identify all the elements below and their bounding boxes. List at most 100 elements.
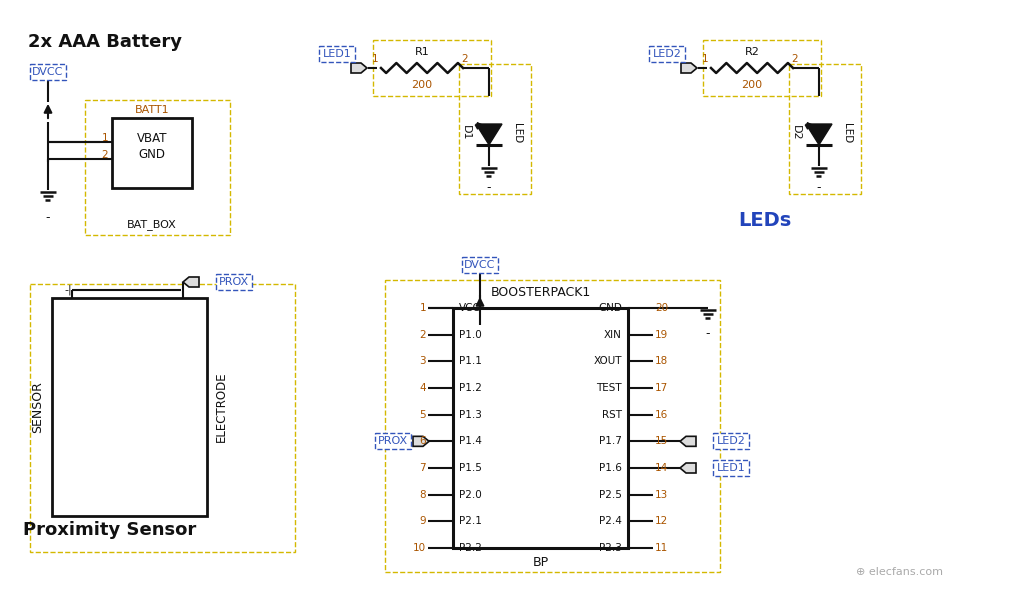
- Text: XOUT: XOUT: [593, 356, 622, 367]
- Text: 200: 200: [411, 80, 433, 90]
- Text: 9: 9: [419, 516, 426, 526]
- Text: P1.7: P1.7: [600, 436, 622, 446]
- Polygon shape: [351, 63, 367, 73]
- Polygon shape: [680, 436, 696, 446]
- Polygon shape: [680, 463, 696, 473]
- Bar: [453, 308, 628, 548]
- Text: BP: BP: [532, 556, 549, 570]
- Text: BOOSTERPACK1: BOOSTERPACK1: [491, 286, 590, 300]
- Text: P1.6: P1.6: [600, 463, 622, 473]
- Text: Proximity Sensor: Proximity Sensor: [23, 521, 196, 539]
- Text: 17: 17: [655, 383, 668, 393]
- Text: BAT_BOX: BAT_BOX: [127, 219, 177, 231]
- Bar: [52, 298, 207, 516]
- Bar: [713, 460, 749, 476]
- Text: P1.5: P1.5: [459, 463, 482, 473]
- Text: -: -: [487, 181, 492, 194]
- Bar: [462, 257, 498, 273]
- Bar: [385, 280, 720, 572]
- Bar: [789, 64, 861, 194]
- Text: BATT1: BATT1: [134, 105, 169, 115]
- Text: 16: 16: [655, 410, 668, 420]
- Text: 1: 1: [372, 54, 379, 64]
- Text: LED: LED: [842, 123, 852, 143]
- Text: 3: 3: [419, 356, 426, 367]
- Text: P2.2: P2.2: [459, 543, 482, 553]
- Bar: [649, 46, 685, 62]
- Text: XIN: XIN: [604, 330, 622, 339]
- Bar: [713, 433, 749, 449]
- Bar: [84, 100, 230, 235]
- Bar: [373, 40, 491, 96]
- Text: 1: 1: [419, 303, 426, 313]
- Text: 14: 14: [655, 463, 668, 473]
- Text: 4: 4: [419, 383, 426, 393]
- Text: LED1: LED1: [717, 463, 745, 473]
- Text: 6: 6: [419, 436, 426, 446]
- Text: 1: 1: [102, 133, 108, 143]
- Text: P2.1: P2.1: [459, 516, 482, 526]
- Polygon shape: [413, 436, 429, 446]
- Text: RST: RST: [602, 410, 622, 420]
- Text: ELECTRODE: ELECTRODE: [215, 371, 227, 442]
- Text: -|: -|: [64, 284, 71, 295]
- Text: 5: 5: [419, 410, 426, 420]
- Text: LED2: LED2: [717, 436, 745, 446]
- Bar: [30, 284, 295, 552]
- Text: P1.1: P1.1: [459, 356, 482, 367]
- Bar: [459, 64, 531, 194]
- Text: TEST: TEST: [597, 383, 622, 393]
- Text: P1.0: P1.0: [459, 330, 482, 339]
- Polygon shape: [681, 63, 697, 73]
- Text: 13: 13: [655, 490, 668, 500]
- Text: 2x AAA Battery: 2x AAA Battery: [29, 33, 182, 51]
- Text: -: -: [705, 327, 711, 341]
- Bar: [319, 46, 355, 62]
- Bar: [216, 274, 252, 290]
- Text: LED1: LED1: [323, 49, 351, 59]
- Text: 2: 2: [419, 330, 426, 339]
- Text: 12: 12: [655, 516, 668, 526]
- Text: ⊕ elecfans.com: ⊕ elecfans.com: [856, 567, 944, 577]
- Text: R1: R1: [414, 47, 430, 57]
- Polygon shape: [183, 277, 199, 287]
- Text: P2.3: P2.3: [600, 543, 622, 553]
- Text: GND: GND: [599, 303, 622, 313]
- Text: 10: 10: [413, 543, 426, 553]
- Polygon shape: [476, 124, 502, 145]
- Text: LEDs: LEDs: [738, 211, 792, 230]
- Text: 7: 7: [419, 463, 426, 473]
- Text: D2: D2: [791, 125, 801, 141]
- Text: 8: 8: [419, 490, 426, 500]
- Text: 1: 1: [701, 54, 709, 64]
- Text: 20: 20: [655, 303, 668, 313]
- Text: VBAT: VBAT: [136, 132, 167, 144]
- Text: 19: 19: [655, 330, 668, 339]
- Polygon shape: [806, 124, 832, 145]
- Text: 2: 2: [462, 54, 468, 64]
- Text: GND: GND: [138, 149, 166, 161]
- Text: VCC: VCC: [459, 303, 480, 313]
- Text: P1.2: P1.2: [459, 383, 482, 393]
- Text: 2: 2: [102, 150, 108, 160]
- Text: P1.3: P1.3: [459, 410, 482, 420]
- Bar: [112, 118, 192, 188]
- Text: P2.5: P2.5: [600, 490, 622, 500]
- Text: R2: R2: [744, 47, 759, 57]
- Text: 200: 200: [741, 80, 762, 90]
- Bar: [30, 64, 66, 80]
- Text: DVCC: DVCC: [33, 67, 64, 77]
- Text: D1: D1: [461, 125, 471, 141]
- Text: 15: 15: [655, 436, 668, 446]
- Text: 18: 18: [655, 356, 668, 367]
- Text: -: -: [816, 181, 822, 194]
- Text: PROX: PROX: [219, 277, 249, 287]
- Text: P2.4: P2.4: [600, 516, 622, 526]
- Bar: [703, 40, 821, 96]
- Text: PROX: PROX: [378, 436, 408, 446]
- Text: -: -: [46, 211, 50, 225]
- Bar: [375, 433, 411, 449]
- Text: 2: 2: [792, 54, 798, 64]
- Text: LED: LED: [512, 123, 522, 143]
- Text: LED2: LED2: [653, 49, 681, 59]
